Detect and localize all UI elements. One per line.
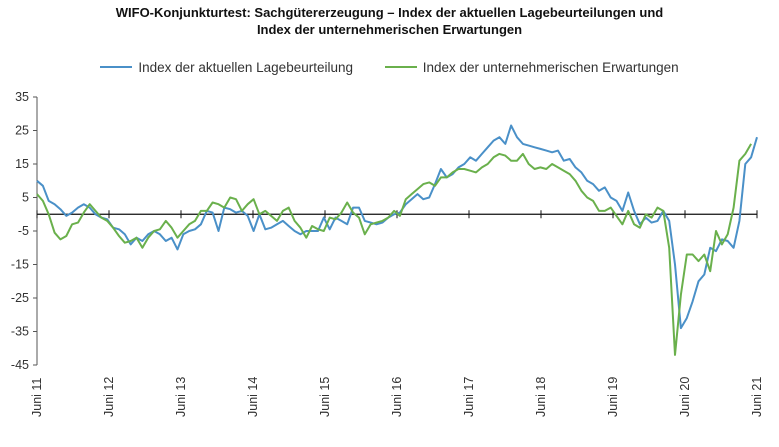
x-tick-label: Juni 21 bbox=[750, 377, 764, 417]
chart-legend: Index der aktuellen Lagebeurteilung Inde… bbox=[0, 56, 779, 75]
chart-title: WIFO-Konjunkturtest: Sachgütererzeugung … bbox=[0, 4, 779, 38]
x-tick-label: Juni 12 bbox=[102, 377, 116, 417]
y-tick-label: 25 bbox=[15, 124, 29, 138]
x-tick-label: Juni 16 bbox=[390, 377, 404, 417]
legend-swatch-lage bbox=[100, 66, 133, 68]
y-tick-label: 35 bbox=[15, 90, 29, 104]
series-line-erwartungen bbox=[36, 143, 752, 356]
x-tick-label: Juni 19 bbox=[606, 377, 620, 417]
x-tick-label: Juni 14 bbox=[246, 377, 260, 417]
y-tick-label: 5 bbox=[22, 191, 29, 205]
x-tick-label: Juni 18 bbox=[534, 377, 548, 417]
legend-item-erwartungen: Index der unternehmerischen Erwartungen bbox=[384, 59, 679, 75]
y-tick-label: -25 bbox=[11, 291, 29, 305]
y-tick-label: -5 bbox=[18, 224, 29, 238]
legend-label-lage: Index der aktuellen Lagebeurteilung bbox=[138, 59, 353, 75]
legend-item-lage: Index der aktuellen Lagebeurteilung bbox=[100, 60, 353, 75]
x-tick-label: Juni 20 bbox=[678, 377, 692, 417]
y-tick-label: -45 bbox=[11, 358, 29, 372]
chart-title-line2: Index der unternehmerischen Erwartungen bbox=[256, 22, 523, 37]
x-tick-label: Juni 13 bbox=[174, 377, 188, 417]
chart-title-line1: WIFO-Konjunkturtest: Sachgütererzeugung … bbox=[115, 5, 664, 20]
x-tick-label: Juni 17 bbox=[462, 377, 476, 417]
legend-swatch-erwartungen bbox=[384, 66, 417, 68]
y-tick-label: -35 bbox=[11, 325, 29, 339]
series-line-lagebeurteilung bbox=[36, 124, 758, 330]
x-tick-label: Juni 11 bbox=[30, 378, 44, 417]
x-tick-label: Juni 15 bbox=[318, 377, 332, 417]
legend-label-erwartungen: Index der unternehmerischen Erwartungen bbox=[422, 59, 679, 75]
y-tick-label: 15 bbox=[15, 157, 29, 171]
y-tick-label: -15 bbox=[11, 258, 29, 272]
